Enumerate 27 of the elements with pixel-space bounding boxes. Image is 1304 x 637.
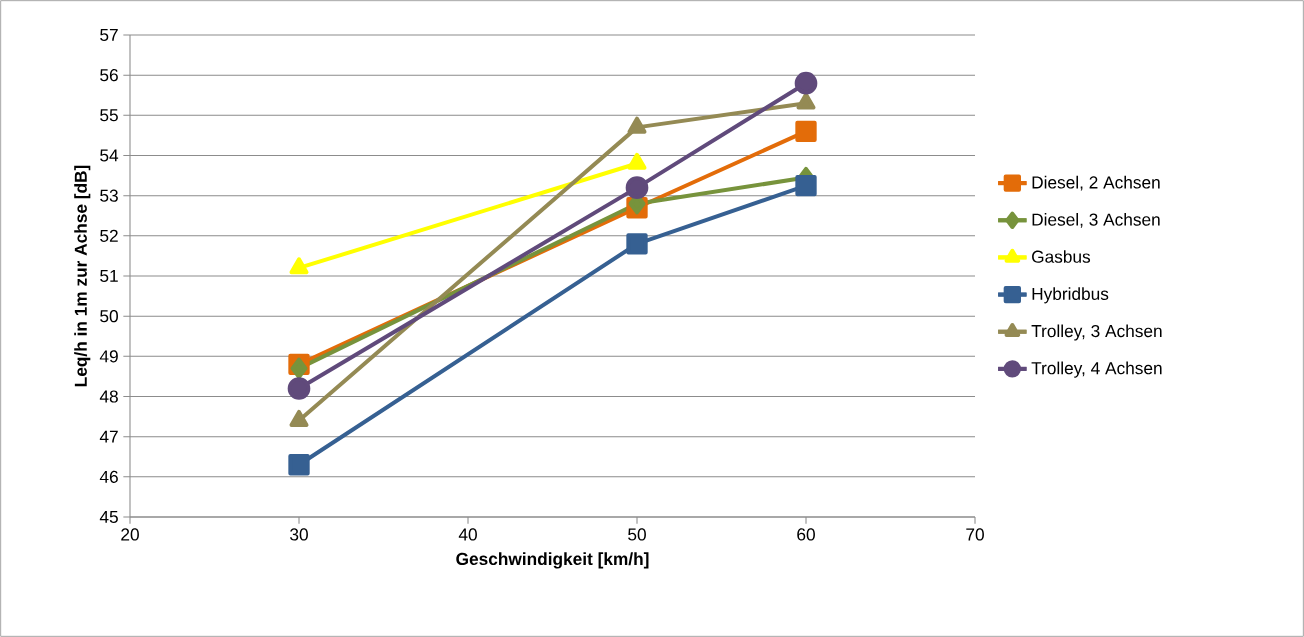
y-tick-label: 48 [99, 390, 118, 403]
y-tick-label: 57 [100, 28, 118, 42]
y-axis-title: Leq/h in 1m zur Achse [dB] [74, 165, 91, 387]
x-tick-label: 70 [966, 528, 984, 541]
y-tick-label: 56 [100, 69, 118, 82]
x-tick-label: 40 [458, 528, 477, 541]
x-axis-title: Geschwindigkeit [km/h] [456, 552, 649, 569]
y-tick-label: 52 [100, 229, 118, 242]
legend-label: Diesel, 3 Achsen [1032, 213, 1160, 228]
y-tick-label: 45 [99, 510, 118, 524]
x-tick-label: 60 [797, 528, 815, 541]
legend-label: Gasbus [1032, 250, 1091, 263]
y-tick-label: 50 [100, 310, 118, 323]
y-tick-label: 49 [99, 350, 118, 363]
x-tick-label: 50 [628, 528, 646, 541]
legend-label: Trolley, 3 Achsen [1031, 324, 1162, 341]
legend-label: Trolley, 4 Achsen [1031, 361, 1162, 378]
legend-label: Diesel, 2 Achsen [1032, 175, 1160, 191]
y-tick-label: 51 [100, 269, 118, 283]
y-tick-label: 53 [100, 189, 118, 202]
x-tick-label: 30 [290, 528, 308, 541]
y-tick-label: 46 [99, 470, 118, 483]
y-tick-label: 54 [100, 149, 119, 162]
legend-label: Hybridbus [1032, 287, 1109, 304]
y-tick-label: 55 [100, 109, 118, 122]
y-tick-label: 47 [99, 430, 118, 443]
x-tick-label: 20 [121, 528, 139, 541]
